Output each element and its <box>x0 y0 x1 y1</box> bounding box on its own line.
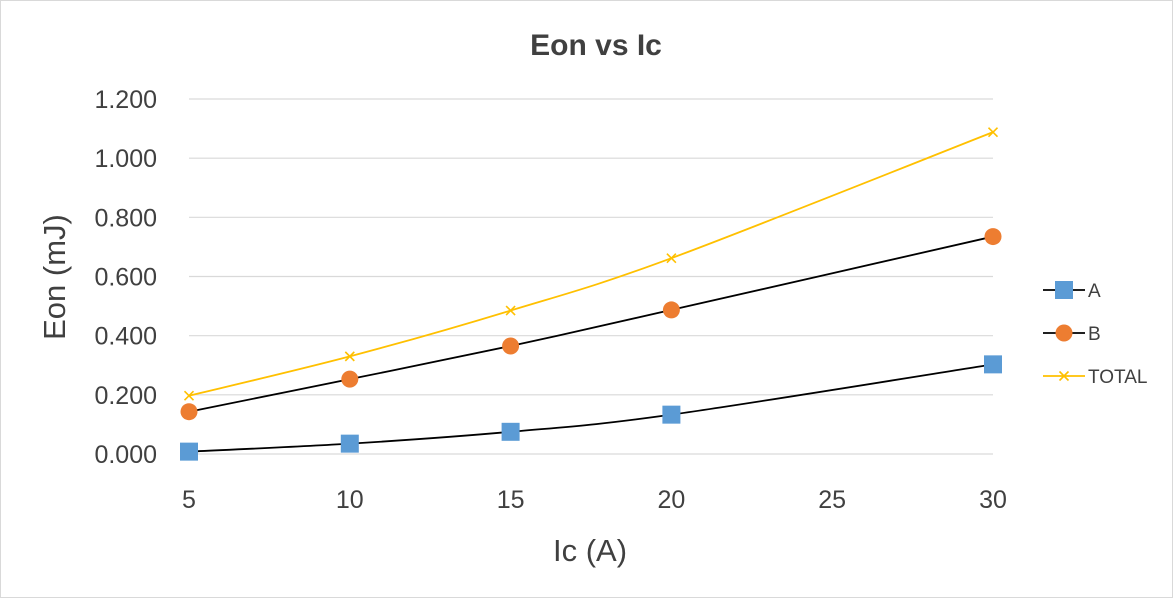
chart-title: Eon vs Ic <box>530 29 662 62</box>
data-point-b <box>502 337 520 355</box>
legend-marker-b <box>1055 324 1073 342</box>
data-point-b <box>984 228 1002 246</box>
data-point-b <box>662 301 680 319</box>
x-tick-label: 5 <box>182 486 196 514</box>
x-tick-label: 20 <box>657 486 685 514</box>
data-point-a <box>340 434 359 453</box>
series-line-b <box>188 235 994 413</box>
x-axis-ticks: 5 10 15 20 25 30 <box>182 486 1007 514</box>
data-point-total <box>666 253 677 264</box>
data-point-total <box>344 351 355 362</box>
series-line-a <box>188 363 994 453</box>
data-point-b <box>341 370 359 388</box>
x-tick-label: 25 <box>818 486 846 514</box>
data-point-a <box>501 422 520 441</box>
data-point-a <box>984 355 1002 374</box>
data-point-a <box>180 442 198 461</box>
y-tick-label: 0.400 <box>94 323 157 351</box>
y-axis-title: Eon (mJ) <box>37 214 72 340</box>
x-tick-label: 15 <box>497 486 525 514</box>
legend-marker-a <box>1055 281 1073 299</box>
legend-label-b: B <box>1088 324 1101 345</box>
gridlines <box>189 98 993 455</box>
legend-item-a: A <box>1043 281 1101 302</box>
data-point-b <box>180 403 198 421</box>
data-point-total <box>987 127 999 138</box>
series-a <box>180 355 1002 461</box>
data-point-a <box>662 405 681 424</box>
data-point-total <box>505 305 516 316</box>
x-tick-label: 10 <box>336 486 364 514</box>
y-tick-label: 1.200 <box>94 86 157 114</box>
x-axis-title: Ic (A) <box>553 533 627 568</box>
series-line-total <box>188 131 994 397</box>
legend: A B TOTAL <box>1043 281 1147 388</box>
legend-label-total: TOTAL <box>1088 367 1147 388</box>
legend-marker-total <box>1058 370 1070 382</box>
y-tick-label: 0.600 <box>94 264 157 292</box>
y-axis-ticks: 0.000 0.200 0.400 0.600 0.800 1.000 1.200 <box>94 86 157 469</box>
legend-label-a: A <box>1088 281 1101 302</box>
y-tick-label: 0.000 <box>94 441 157 469</box>
legend-item-b: B <box>1043 324 1101 345</box>
series-b <box>180 228 1002 421</box>
y-tick-label: 0.200 <box>94 382 157 410</box>
y-tick-label: 1.000 <box>94 145 157 173</box>
legend-item-total: TOTAL <box>1043 367 1147 388</box>
data-point-total <box>183 390 195 401</box>
series-total <box>183 127 999 401</box>
series-group <box>180 127 1002 461</box>
x-tick-label: 30 <box>979 486 1007 514</box>
y-tick-label: 0.800 <box>94 204 157 232</box>
